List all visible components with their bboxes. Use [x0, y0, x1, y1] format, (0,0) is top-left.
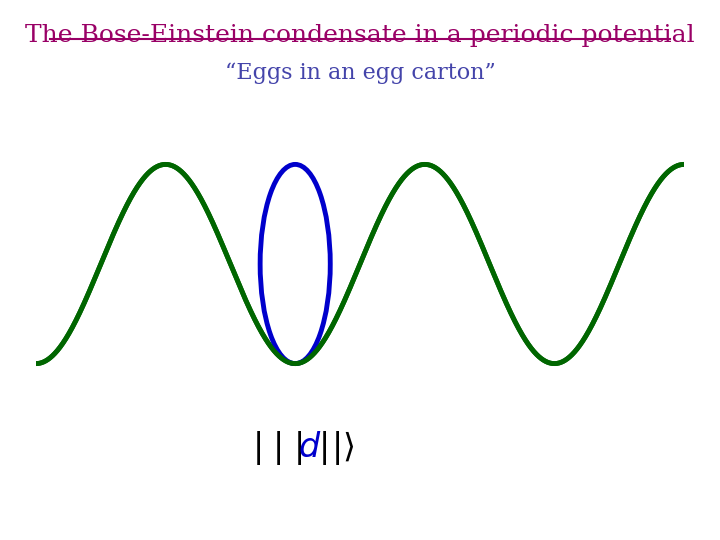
Text: “Eggs in an egg carton”: “Eggs in an egg carton” [225, 62, 495, 84]
Text: $| \rangle$: $| \rangle$ [331, 429, 354, 467]
Text: $|$: $|$ [293, 429, 302, 467]
Text: $d$: $d$ [298, 432, 321, 464]
Text: $|$: $|$ [318, 429, 326, 467]
Text: $| \; |$: $| \; |$ [252, 429, 281, 467]
Text: The Bose-Einstein condensate in a periodic potential: The Bose-Einstein condensate in a period… [25, 24, 695, 48]
